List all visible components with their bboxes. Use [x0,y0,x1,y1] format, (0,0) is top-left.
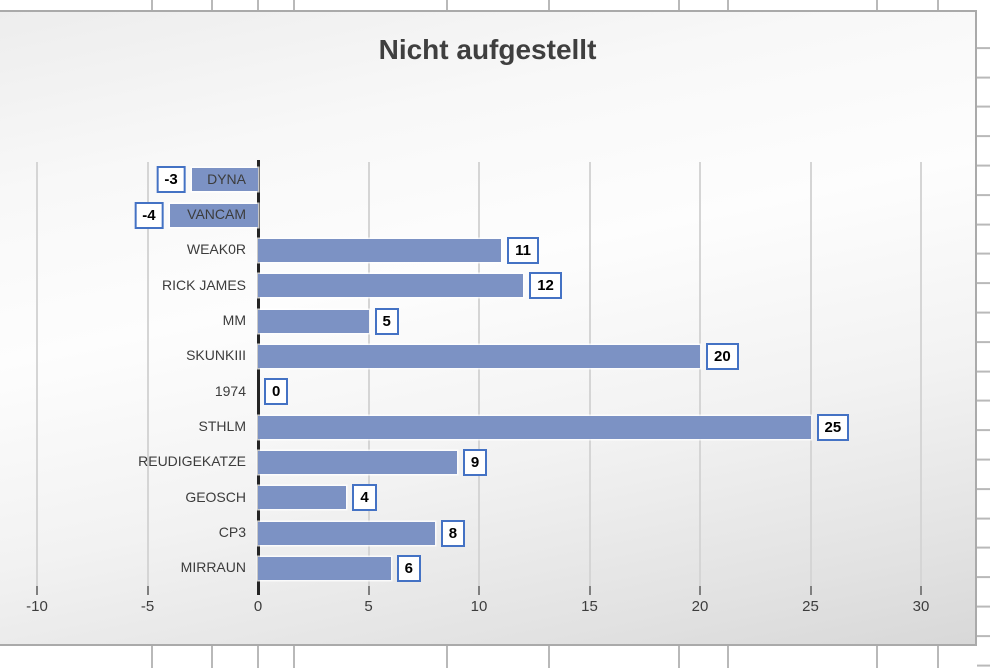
cell-gridline [548,646,550,668]
chart-object[interactable]: Nicht aufgestellt -10 -5 0 5 10 15 20 25 30 DYNA -… [0,10,977,646]
cell-gridline [727,0,729,10]
data-label[interactable]: -4 [134,201,164,229]
bar-geosch[interactable] [258,486,347,510]
data-label[interactable]: 11 [507,236,539,264]
cell-gridline [876,0,878,10]
spreadsheet-right-column[interactable] [977,10,990,668]
axis-tick-mark [588,586,591,595]
gridline [920,162,922,586]
cell-gridline [211,646,213,668]
spreadsheet-bottom-row[interactable] [0,646,990,668]
category-label[interactable]: MM [222,312,246,328]
spreadsheet-top-row[interactable] [0,0,990,10]
category-label[interactable]: STHLM [198,418,246,434]
x-axis-tick-label: 10 [470,598,488,615]
data-label[interactable]: 8 [440,519,466,547]
cell-gridline [293,0,295,10]
category-label[interactable]: SKUNKIII [186,347,246,364]
cell-gridline [678,646,680,668]
axis-tick-mark [699,586,701,595]
data-label[interactable]: -3 [156,166,186,194]
cell-gridline [446,0,448,10]
axis-tick-mark [36,586,38,595]
bar-reudigekatze[interactable] [258,450,457,474]
data-label[interactable]: 5 [374,307,399,335]
gridline [36,162,38,586]
category-label[interactable]: WEAK0R [186,241,246,258]
cell-gridline [876,646,878,668]
gridline [809,162,812,586]
cell-gridline [211,0,213,10]
cell-gridline [257,646,259,668]
cell-gridline [678,0,680,10]
bar-skunkiii[interactable] [258,344,700,368]
axis-tick-mark [920,586,922,595]
gridline [699,162,701,586]
data-label[interactable]: 6 [396,554,421,582]
category-label[interactable]: MIRRAUN [180,559,246,576]
data-label[interactable]: 20 [706,342,739,370]
x-axis-tick-label: 0 [253,598,263,615]
axis-tick-mark [478,586,480,595]
chart-title[interactable]: Nicht aufgestellt [378,34,597,65]
data-label[interactable]: 4 [352,484,377,512]
cell-gridline [548,0,550,10]
cell-gridline [937,646,939,668]
gridline [367,162,370,586]
axis-tick-mark [146,586,149,595]
axis-tick-mark [809,586,812,595]
bar-vancam[interactable] [169,203,258,227]
gridline [478,162,480,586]
bar-mm[interactable] [258,309,369,333]
bar-rick-james[interactable] [258,274,524,298]
x-axis-tick-label: 5 [364,598,373,615]
cell-gridline [293,646,295,668]
gridline [588,162,591,586]
category-label[interactable]: RICK JAMES [161,276,246,293]
category-label[interactable]: DYNA [207,170,246,187]
x-axis-tick-label: 25 [802,598,819,615]
axis-tick-mark [367,586,370,595]
gridline [146,162,149,586]
x-axis-tick-label: -5 [140,598,155,615]
data-label[interactable]: 25 [816,413,850,441]
data-label[interactable]: 12 [529,272,562,300]
bar-sthlm[interactable] [258,415,811,439]
cell-gridline [151,646,153,668]
data-label[interactable]: 0 [264,378,289,406]
value-axis-zero-line [256,160,260,595]
cell-gridline [257,0,259,10]
bar-mirraun[interactable] [258,556,391,580]
category-label[interactable]: VANCAM [187,206,246,222]
cell-gridline [937,0,939,10]
bar-cp3[interactable] [258,521,435,545]
data-label[interactable]: 9 [462,448,488,476]
x-axis-tick-label: -10 [26,598,48,615]
category-label[interactable]: GEOSCH [185,488,246,505]
cell-gridline [446,646,448,668]
category-label[interactable]: REUDIGEKATZE [138,453,246,470]
category-label[interactable]: 1974 [214,382,246,399]
bar-dyna[interactable] [191,168,258,192]
bar-weak0r[interactable] [258,238,502,262]
cell-gridline [727,646,729,668]
category-label[interactable]: CP3 [218,524,246,540]
x-axis-tick-label: 20 [691,598,709,615]
cell-gridline [151,0,153,10]
x-axis-tick-label: 30 [912,598,930,615]
plot-area[interactable]: -10 -5 0 5 10 15 20 25 30 DYNA -3 VANCAM -4 WEAK0R 11 R… [0,12,975,646]
x-axis-tick-label: 15 [581,598,598,615]
